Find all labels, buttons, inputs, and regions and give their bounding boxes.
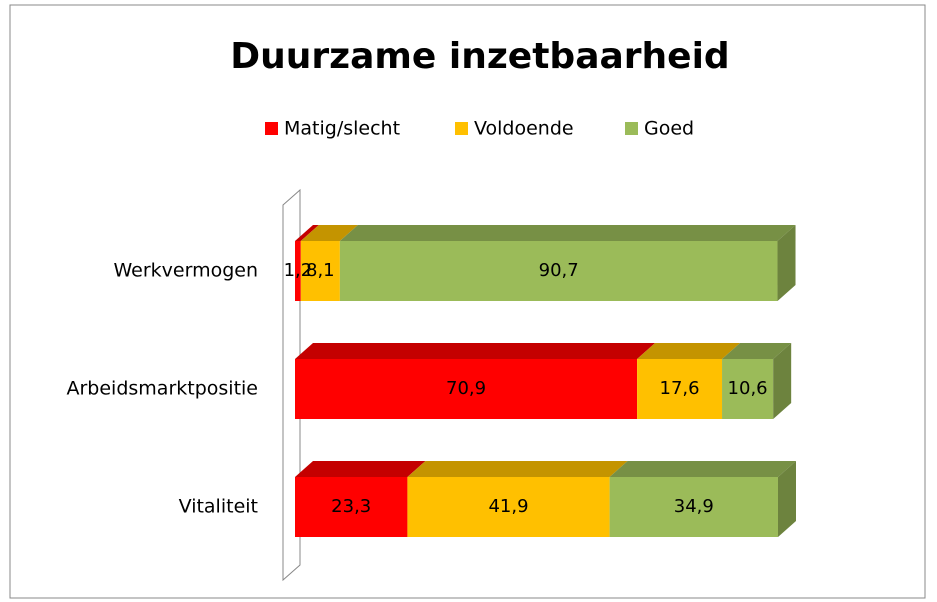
chart-title: Duurzame inzetbaarheid	[230, 36, 729, 77]
bar-side	[777, 225, 796, 301]
data-label: 90,7	[539, 260, 579, 281]
bar-top	[300, 225, 358, 241]
bar-side	[773, 343, 792, 419]
legend-label: Voldoende	[474, 118, 574, 140]
bar-segment	[300, 241, 340, 301]
bar-segment	[722, 359, 774, 419]
data-label: 17,6	[660, 378, 700, 399]
data-label: 34,9	[674, 496, 714, 517]
legend-label: Goed	[644, 118, 694, 140]
bar-segment	[609, 477, 778, 537]
legend-swatch	[265, 122, 278, 135]
bar-segment	[407, 477, 610, 537]
data-label: 1,2	[284, 260, 313, 281]
back-wall	[282, 188, 301, 582]
bar-side	[778, 461, 796, 537]
bar-segment	[637, 359, 723, 419]
data-label: 70,9	[446, 378, 486, 399]
legend-swatch	[455, 122, 468, 135]
bar-segment	[295, 359, 638, 419]
bar-top	[339, 225, 796, 241]
bar-top	[722, 343, 792, 359]
bar-top	[295, 343, 656, 359]
category-label: Arbeidsmarktpositie	[67, 378, 259, 400]
bar-segment	[339, 241, 778, 301]
bar-top	[407, 461, 628, 477]
category-label: Werkvermogen	[113, 260, 258, 282]
bar-top	[295, 225, 319, 241]
legend-label: Matig/slecht	[284, 118, 400, 140]
legend-swatch	[625, 122, 638, 135]
data-label: 8,1	[306, 260, 335, 281]
category-label: Vitaliteit	[179, 496, 258, 518]
data-label: 41,9	[488, 496, 528, 517]
data-label: 23,3	[331, 496, 371, 517]
bar-segment	[295, 477, 408, 537]
bar-top	[637, 343, 741, 359]
bar-top	[295, 461, 426, 477]
bar-top	[609, 461, 796, 477]
data-label: 10,6	[728, 378, 768, 399]
bar-segment	[295, 241, 301, 301]
